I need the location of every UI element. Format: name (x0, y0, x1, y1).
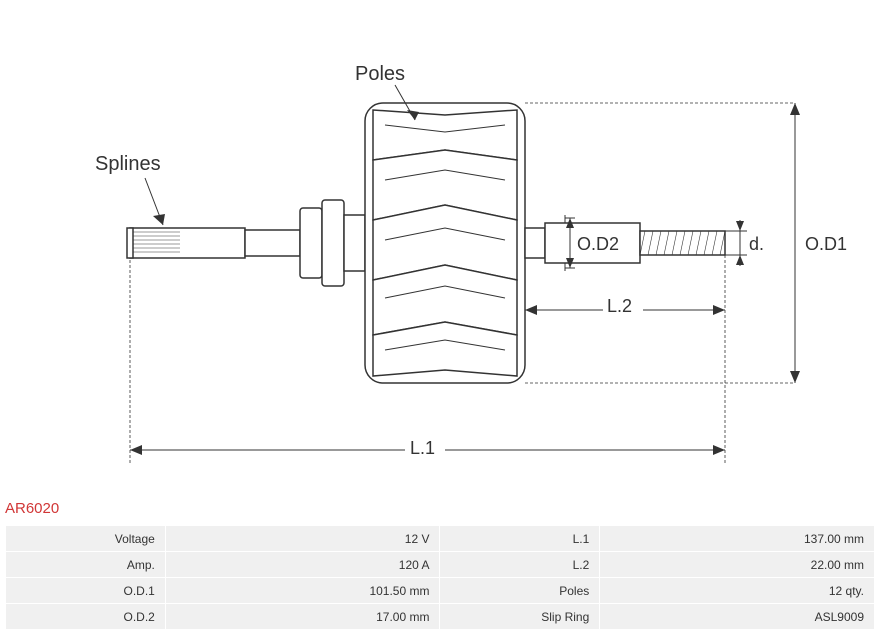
spec-value: 12 V (165, 526, 440, 552)
spec-value: ASL9009 (600, 604, 875, 630)
splines-label: Splines (95, 153, 161, 175)
threaded-end (640, 231, 725, 255)
d-dim: d. (749, 234, 764, 254)
spec-value: 137.00 mm (600, 526, 875, 552)
spline-shaft (127, 228, 245, 258)
spec-label: Amp. (6, 552, 166, 578)
spec-value: 17.00 mm (165, 604, 440, 630)
part-number: AR6020 (5, 500, 59, 517)
spec-label: O.D.1 (6, 578, 166, 604)
spec-label: O.D.2 (6, 604, 166, 630)
spec-label: L.2 (440, 552, 600, 578)
spec-row: O.D.1101.50 mmPoles12 qty. (6, 578, 875, 604)
l2-dim: L.2 (607, 296, 632, 316)
spec-value: 101.50 mm (165, 578, 440, 604)
spec-value: 120 A (165, 552, 440, 578)
rotor-poles (365, 103, 525, 383)
spec-label: L.1 (440, 526, 600, 552)
spec-label: Poles (440, 578, 600, 604)
spec-label: Voltage (6, 526, 166, 552)
poles-label: Poles (355, 63, 405, 85)
spec-value: 22.00 mm (600, 552, 875, 578)
spec-row: Amp.120 AL.222.00 mm (6, 552, 875, 578)
spec-label: Slip Ring (440, 604, 600, 630)
spec-row: Voltage12 VL.1137.00 mm (6, 526, 875, 552)
od2-dim: O.D2 (577, 234, 619, 254)
spec-value: 12 qty. (600, 578, 875, 604)
spec-row: O.D.217.00 mmSlip RingASL9009 (6, 604, 875, 630)
l1-dim: L.1 (410, 438, 435, 458)
od1-dim: O.D1 (805, 234, 847, 254)
technical-diagram: Poles Splines L.1 L.2 O.D1 O.D2 (5, 10, 875, 490)
spec-table: Voltage12 VL.1137.00 mmAmp.120 AL.222.00… (5, 525, 875, 630)
